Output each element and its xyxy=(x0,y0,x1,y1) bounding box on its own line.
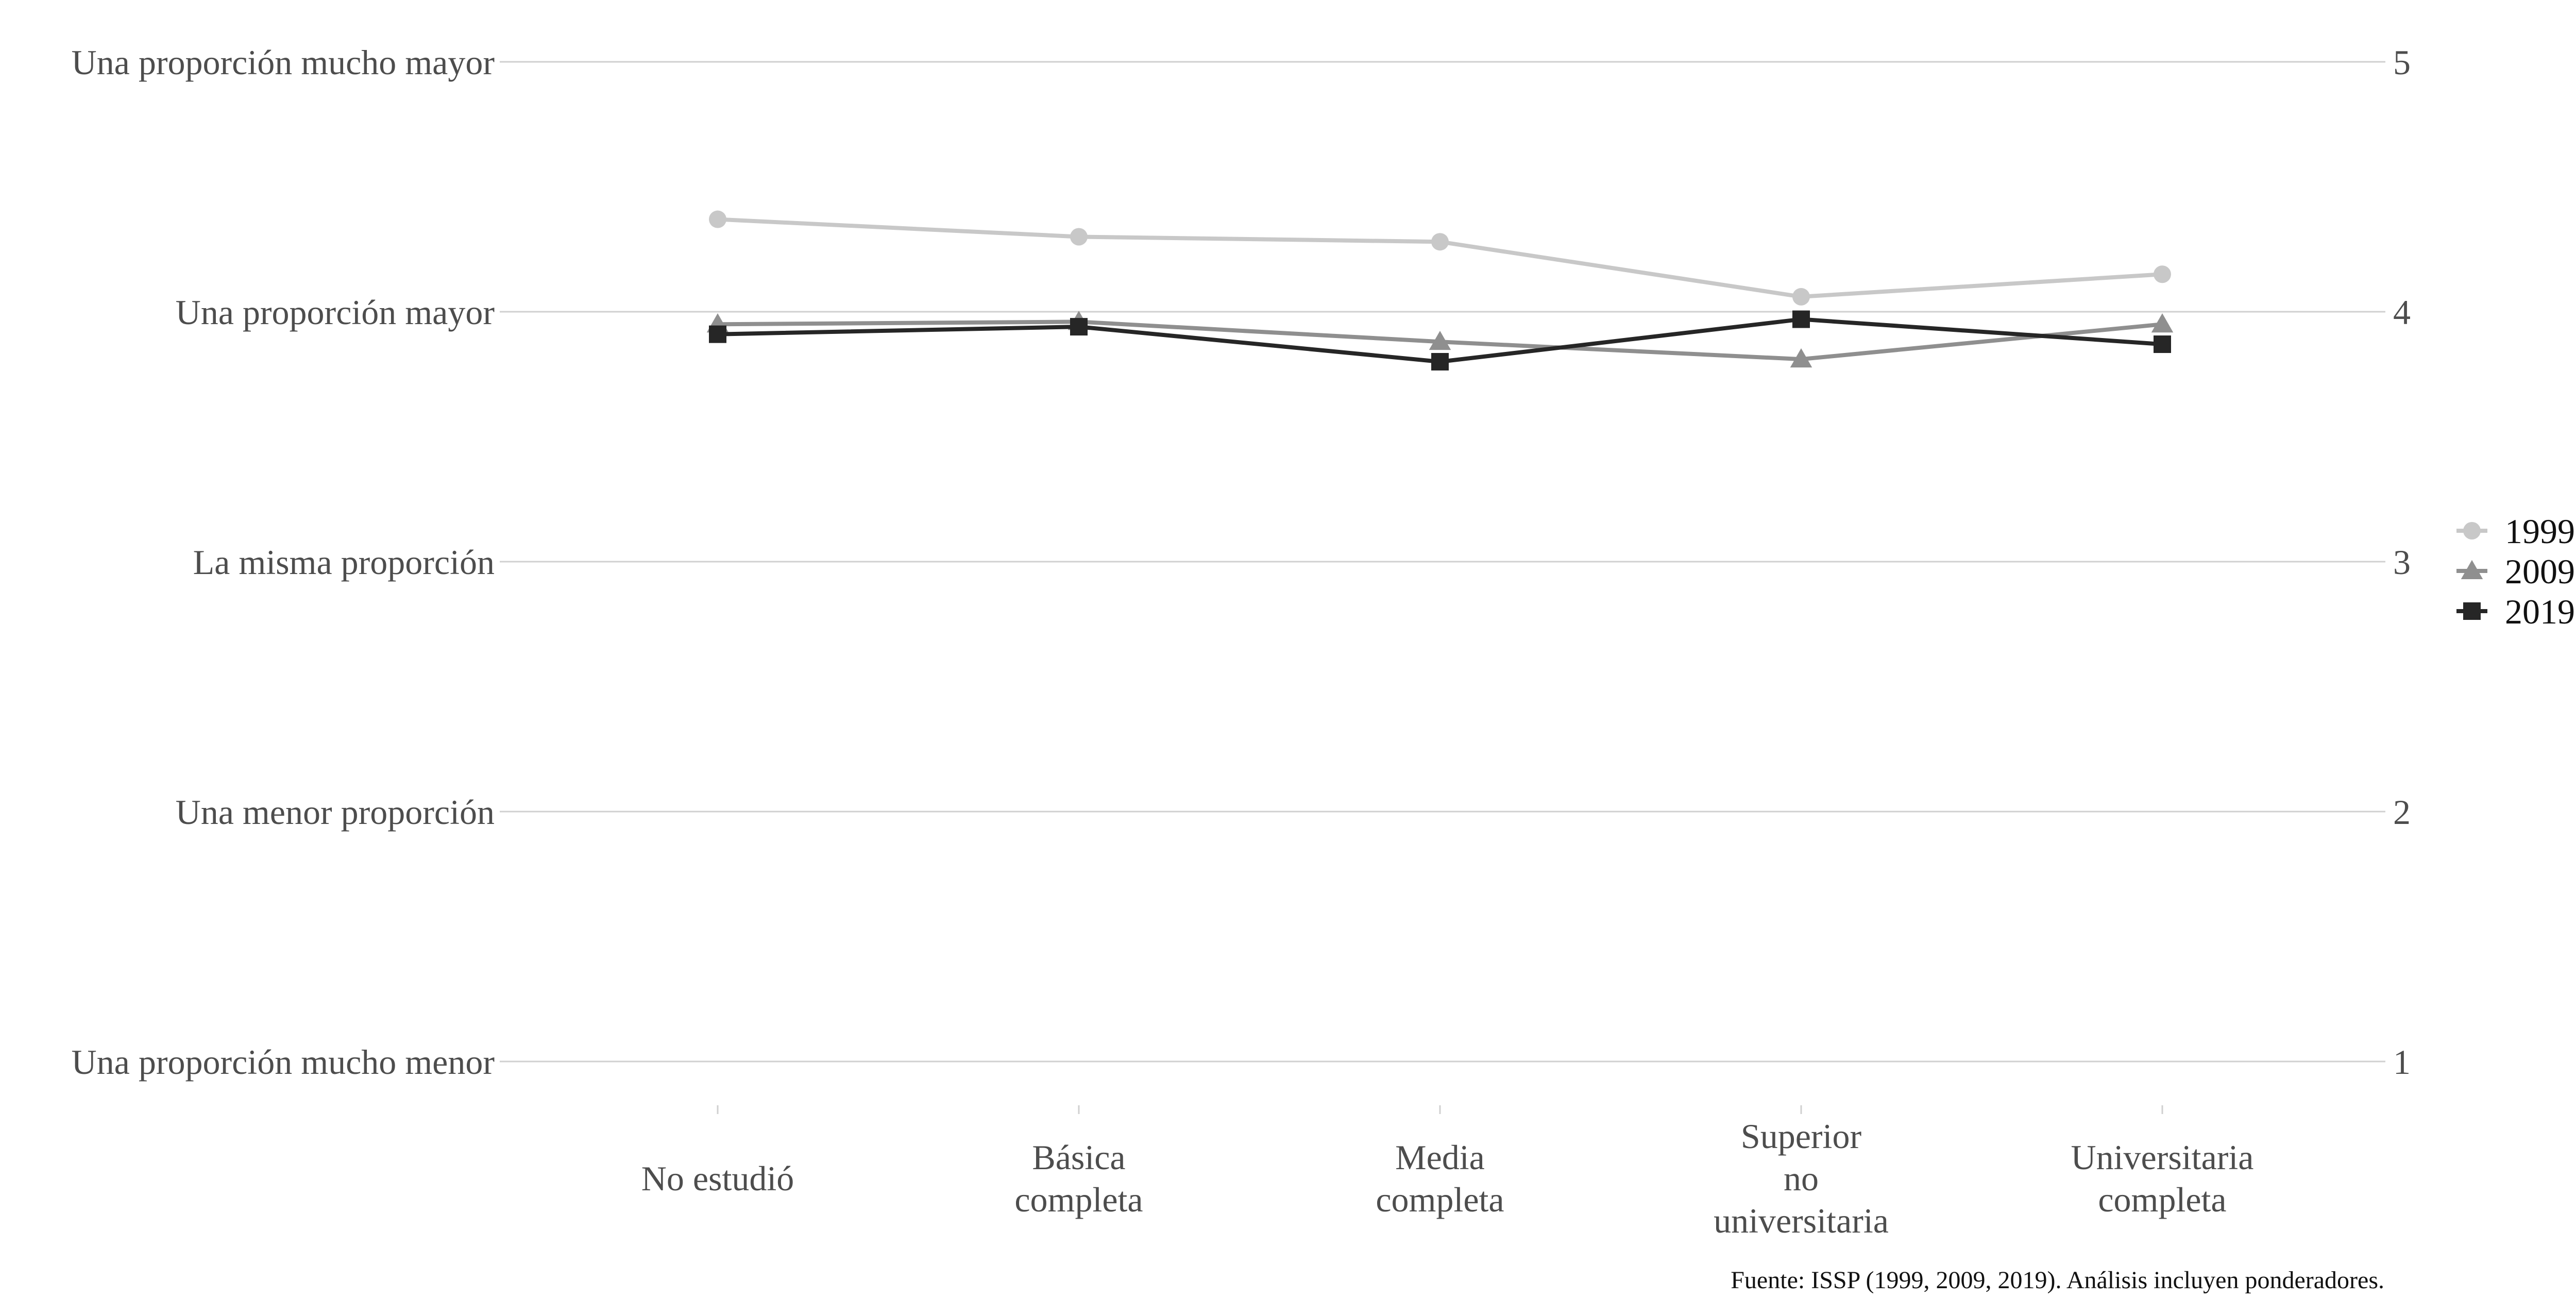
legend-label: 2009 xyxy=(2505,552,2575,591)
data-point xyxy=(2154,335,2171,353)
data-point xyxy=(709,210,726,228)
y-axis-left-tick-labels: Una proporción mucho menor Una menor prop… xyxy=(72,43,495,1082)
legend-marker xyxy=(2463,602,2481,620)
y-tick-label-right: 4 xyxy=(2393,293,2411,332)
legend-label: 1999 xyxy=(2505,512,2575,551)
data-point xyxy=(1431,233,1449,251)
legend-label: 2019 xyxy=(2505,592,2575,631)
caption: Fuente: ISSP (1999, 2009, 2019). Análisi… xyxy=(1731,1267,2384,1294)
y-axis-right-tick-labels: 1 2 3 4 5 xyxy=(2393,43,2411,1082)
x-tick-label: No estudió xyxy=(641,1159,794,1198)
y-tick-label-left: Una proporción mucho menor xyxy=(72,1042,495,1082)
series-2019 xyxy=(709,310,2171,370)
y-tick-label-right: 3 xyxy=(2393,543,2411,582)
legend-item-2019: 2019 xyxy=(2456,592,2575,631)
x-tick-label: Universitaria completa xyxy=(2071,1138,2254,1219)
y-tick-label-right: 5 xyxy=(2393,43,2411,82)
gridlines xyxy=(500,61,2385,1063)
legend-item-1999: 1999 xyxy=(2456,512,2575,551)
data-point xyxy=(2151,313,2174,333)
data-point xyxy=(1070,228,1088,246)
legend-item-2009: 2009 xyxy=(2456,552,2575,591)
y-tick-label-left: Una menor proporción xyxy=(176,793,495,832)
data-point xyxy=(2154,265,2171,283)
y-tick-label-left: Una proporción mucho mayor xyxy=(72,43,495,82)
y-tick-label-right: 2 xyxy=(2393,793,2411,832)
legend-marker xyxy=(2463,522,2481,540)
legend-marker xyxy=(2461,560,2483,579)
data-point xyxy=(1431,353,1449,370)
data-point xyxy=(1792,310,1810,328)
series xyxy=(706,210,2174,370)
x-tick-label: Básica completa xyxy=(1014,1138,1143,1219)
x-axis-ticks: No estudió Básica completa Media completa Sup… xyxy=(641,1105,2254,1240)
data-point xyxy=(1070,318,1088,336)
data-point xyxy=(1790,348,1812,368)
data-point xyxy=(1792,288,1810,306)
data-point xyxy=(1429,330,1451,350)
data-point xyxy=(709,325,726,343)
x-tick-label: Media completa xyxy=(1376,1138,1504,1219)
y-tick-label-right: 1 xyxy=(2393,1042,2411,1082)
x-tick-label: Superior no universitaria xyxy=(1714,1117,1889,1240)
y-tick-label-left: Una proporción mayor xyxy=(176,293,495,332)
series-line-1999 xyxy=(717,217,2163,299)
y-tick-label-left: La misma proporción xyxy=(193,543,495,582)
series-1999 xyxy=(709,210,2171,306)
